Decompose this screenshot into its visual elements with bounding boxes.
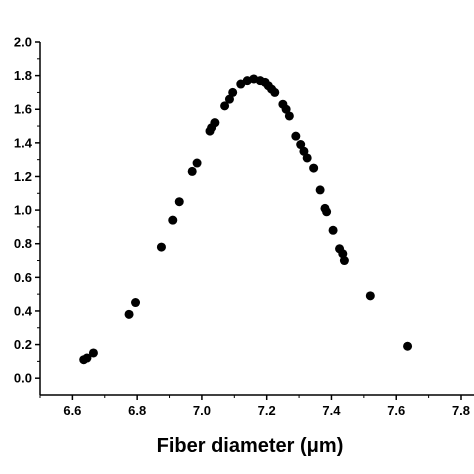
x-tick-label: 6.8 <box>128 403 146 418</box>
data-point <box>403 341 413 351</box>
x-tick-label: 7.2 <box>258 403 276 418</box>
y-axis-ticks: 0.0 0.2 0.4 0.6 0.8 1.0 1.2 1.4 1.6 1.8 2.0 <box>14 35 40 386</box>
data-point <box>82 353 92 363</box>
y-tick-label: 1.4 <box>14 135 33 150</box>
data-point <box>156 242 166 252</box>
data-point <box>124 309 134 319</box>
data-point <box>210 118 220 128</box>
data-point <box>281 104 291 114</box>
y-tick-label: 1.6 <box>14 102 32 117</box>
data-point <box>365 291 375 301</box>
y-tick-label: 1.8 <box>14 68 32 83</box>
data-point <box>187 166 197 176</box>
data-point <box>339 256 349 266</box>
data-point <box>192 158 202 168</box>
data-point <box>284 111 294 121</box>
y-tick-label: 0.2 <box>14 337 32 352</box>
data-point <box>296 140 306 150</box>
y-tick-label: 0.4 <box>14 303 33 318</box>
x-tick-label: 7.4 <box>322 403 341 418</box>
y-tick-label: 0.8 <box>14 236 32 251</box>
x-axis-title: Fiber diameter (μm) <box>157 435 344 457</box>
y-tick-label: 0.0 <box>14 371 32 386</box>
data-point <box>270 87 280 97</box>
data-point <box>338 249 348 259</box>
data-point <box>322 207 332 217</box>
x-tick-label: 7.0 <box>193 403 211 418</box>
data-point <box>328 225 338 235</box>
y-tick-label: 0.6 <box>14 270 32 285</box>
y-tick-label: 1.2 <box>14 169 32 184</box>
data-point <box>291 131 301 141</box>
x-tick-label: 6.6 <box>63 403 81 418</box>
data-point <box>224 94 234 104</box>
data-point <box>228 87 238 97</box>
data-point <box>309 163 319 173</box>
data-points <box>79 74 413 365</box>
y-tick-label: 2.0 <box>14 35 32 50</box>
data-point <box>131 298 141 308</box>
data-point <box>299 146 309 156</box>
plot-frame <box>39 42 474 396</box>
data-point <box>315 185 325 195</box>
data-point <box>168 215 178 225</box>
data-point <box>88 348 98 358</box>
data-point <box>220 101 230 111</box>
data-point <box>174 197 184 207</box>
x-tick-label: 7.8 <box>452 403 470 418</box>
x-axis-ticks: 6.6 6.8 7.0 7.2 7.4 7.6 7.8 <box>39 395 470 418</box>
x-tick-label: 7.6 <box>387 403 405 418</box>
y-tick-label: 1.0 <box>14 203 32 218</box>
data-point <box>302 153 312 163</box>
